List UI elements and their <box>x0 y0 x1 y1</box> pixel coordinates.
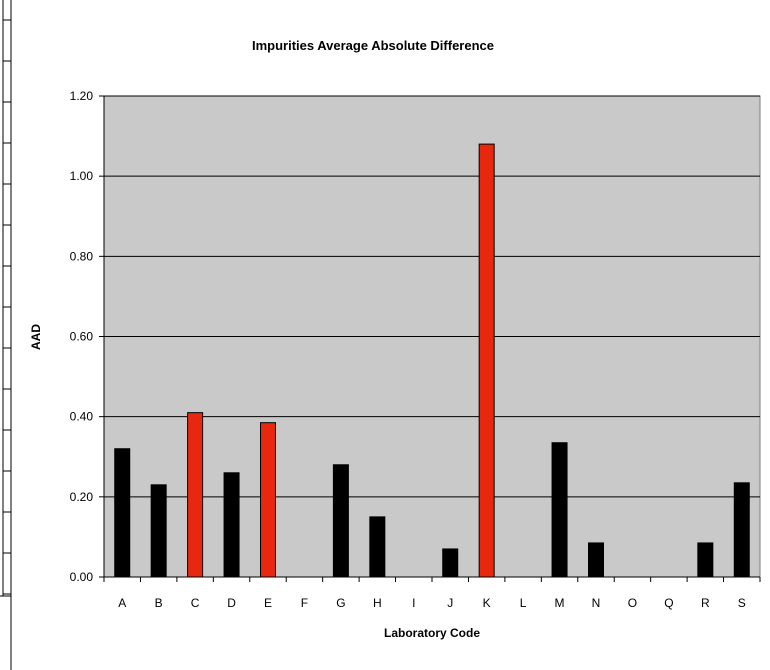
bars <box>114 143 750 578</box>
y-tick-label: 0.00 <box>70 570 94 584</box>
y-axis-label: AAD <box>29 324 43 350</box>
x-tick-label: E <box>264 596 272 610</box>
bar-N <box>588 542 604 578</box>
bar-D <box>223 472 240 578</box>
bar-R <box>697 542 714 578</box>
x-tick-label: O <box>628 596 637 610</box>
y-tick-label: 0.20 <box>70 490 94 504</box>
x-tick-label: H <box>373 596 382 610</box>
x-tick-label: J <box>447 596 453 610</box>
bar-E <box>260 422 276 578</box>
bar-H <box>369 516 386 578</box>
y-tick-label: 0.60 <box>70 330 94 344</box>
bar-G <box>332 464 349 578</box>
x-tick-label: F <box>301 596 308 610</box>
bar-A <box>114 448 131 578</box>
x-tick-label: D <box>227 596 236 610</box>
x-tick-label: R <box>701 596 710 610</box>
bar-B <box>150 484 167 578</box>
x-tick-label: K <box>483 596 491 610</box>
x-tick-label: A <box>118 596 126 610</box>
x-tick-label: Q <box>664 596 673 610</box>
left-border-strip <box>0 0 12 670</box>
y-tick-labels: 0.00 0.20 0.40 0.60 0.80 1.00 1.20 <box>70 89 94 584</box>
y-tick-label: 1.20 <box>70 89 94 103</box>
strip-ticks <box>3 19 11 595</box>
bar-S <box>733 482 750 578</box>
chart-title: Impurities Average Absolute Difference <box>252 38 494 53</box>
bar-J <box>442 548 459 578</box>
bar-K <box>478 143 495 578</box>
y-tick-label: 0.40 <box>70 410 94 424</box>
x-axis-label: Laboratory Code <box>384 626 480 640</box>
y-tick-label: 0.80 <box>70 249 94 263</box>
x-tick-label: M <box>555 596 565 610</box>
bar-C <box>187 412 204 578</box>
x-tick-label: I <box>412 596 415 610</box>
gridlines <box>104 95 760 498</box>
y-tick-label: 1.00 <box>70 169 94 183</box>
x-tick-label: G <box>336 596 345 610</box>
x-tick-label: B <box>155 596 163 610</box>
x-tick-label: S <box>738 596 746 610</box>
axes <box>99 95 761 582</box>
bar-M <box>551 442 568 578</box>
x-tick-label: C <box>191 596 200 610</box>
x-tick-label: L <box>520 596 527 610</box>
x-tick-label: N <box>592 596 601 610</box>
